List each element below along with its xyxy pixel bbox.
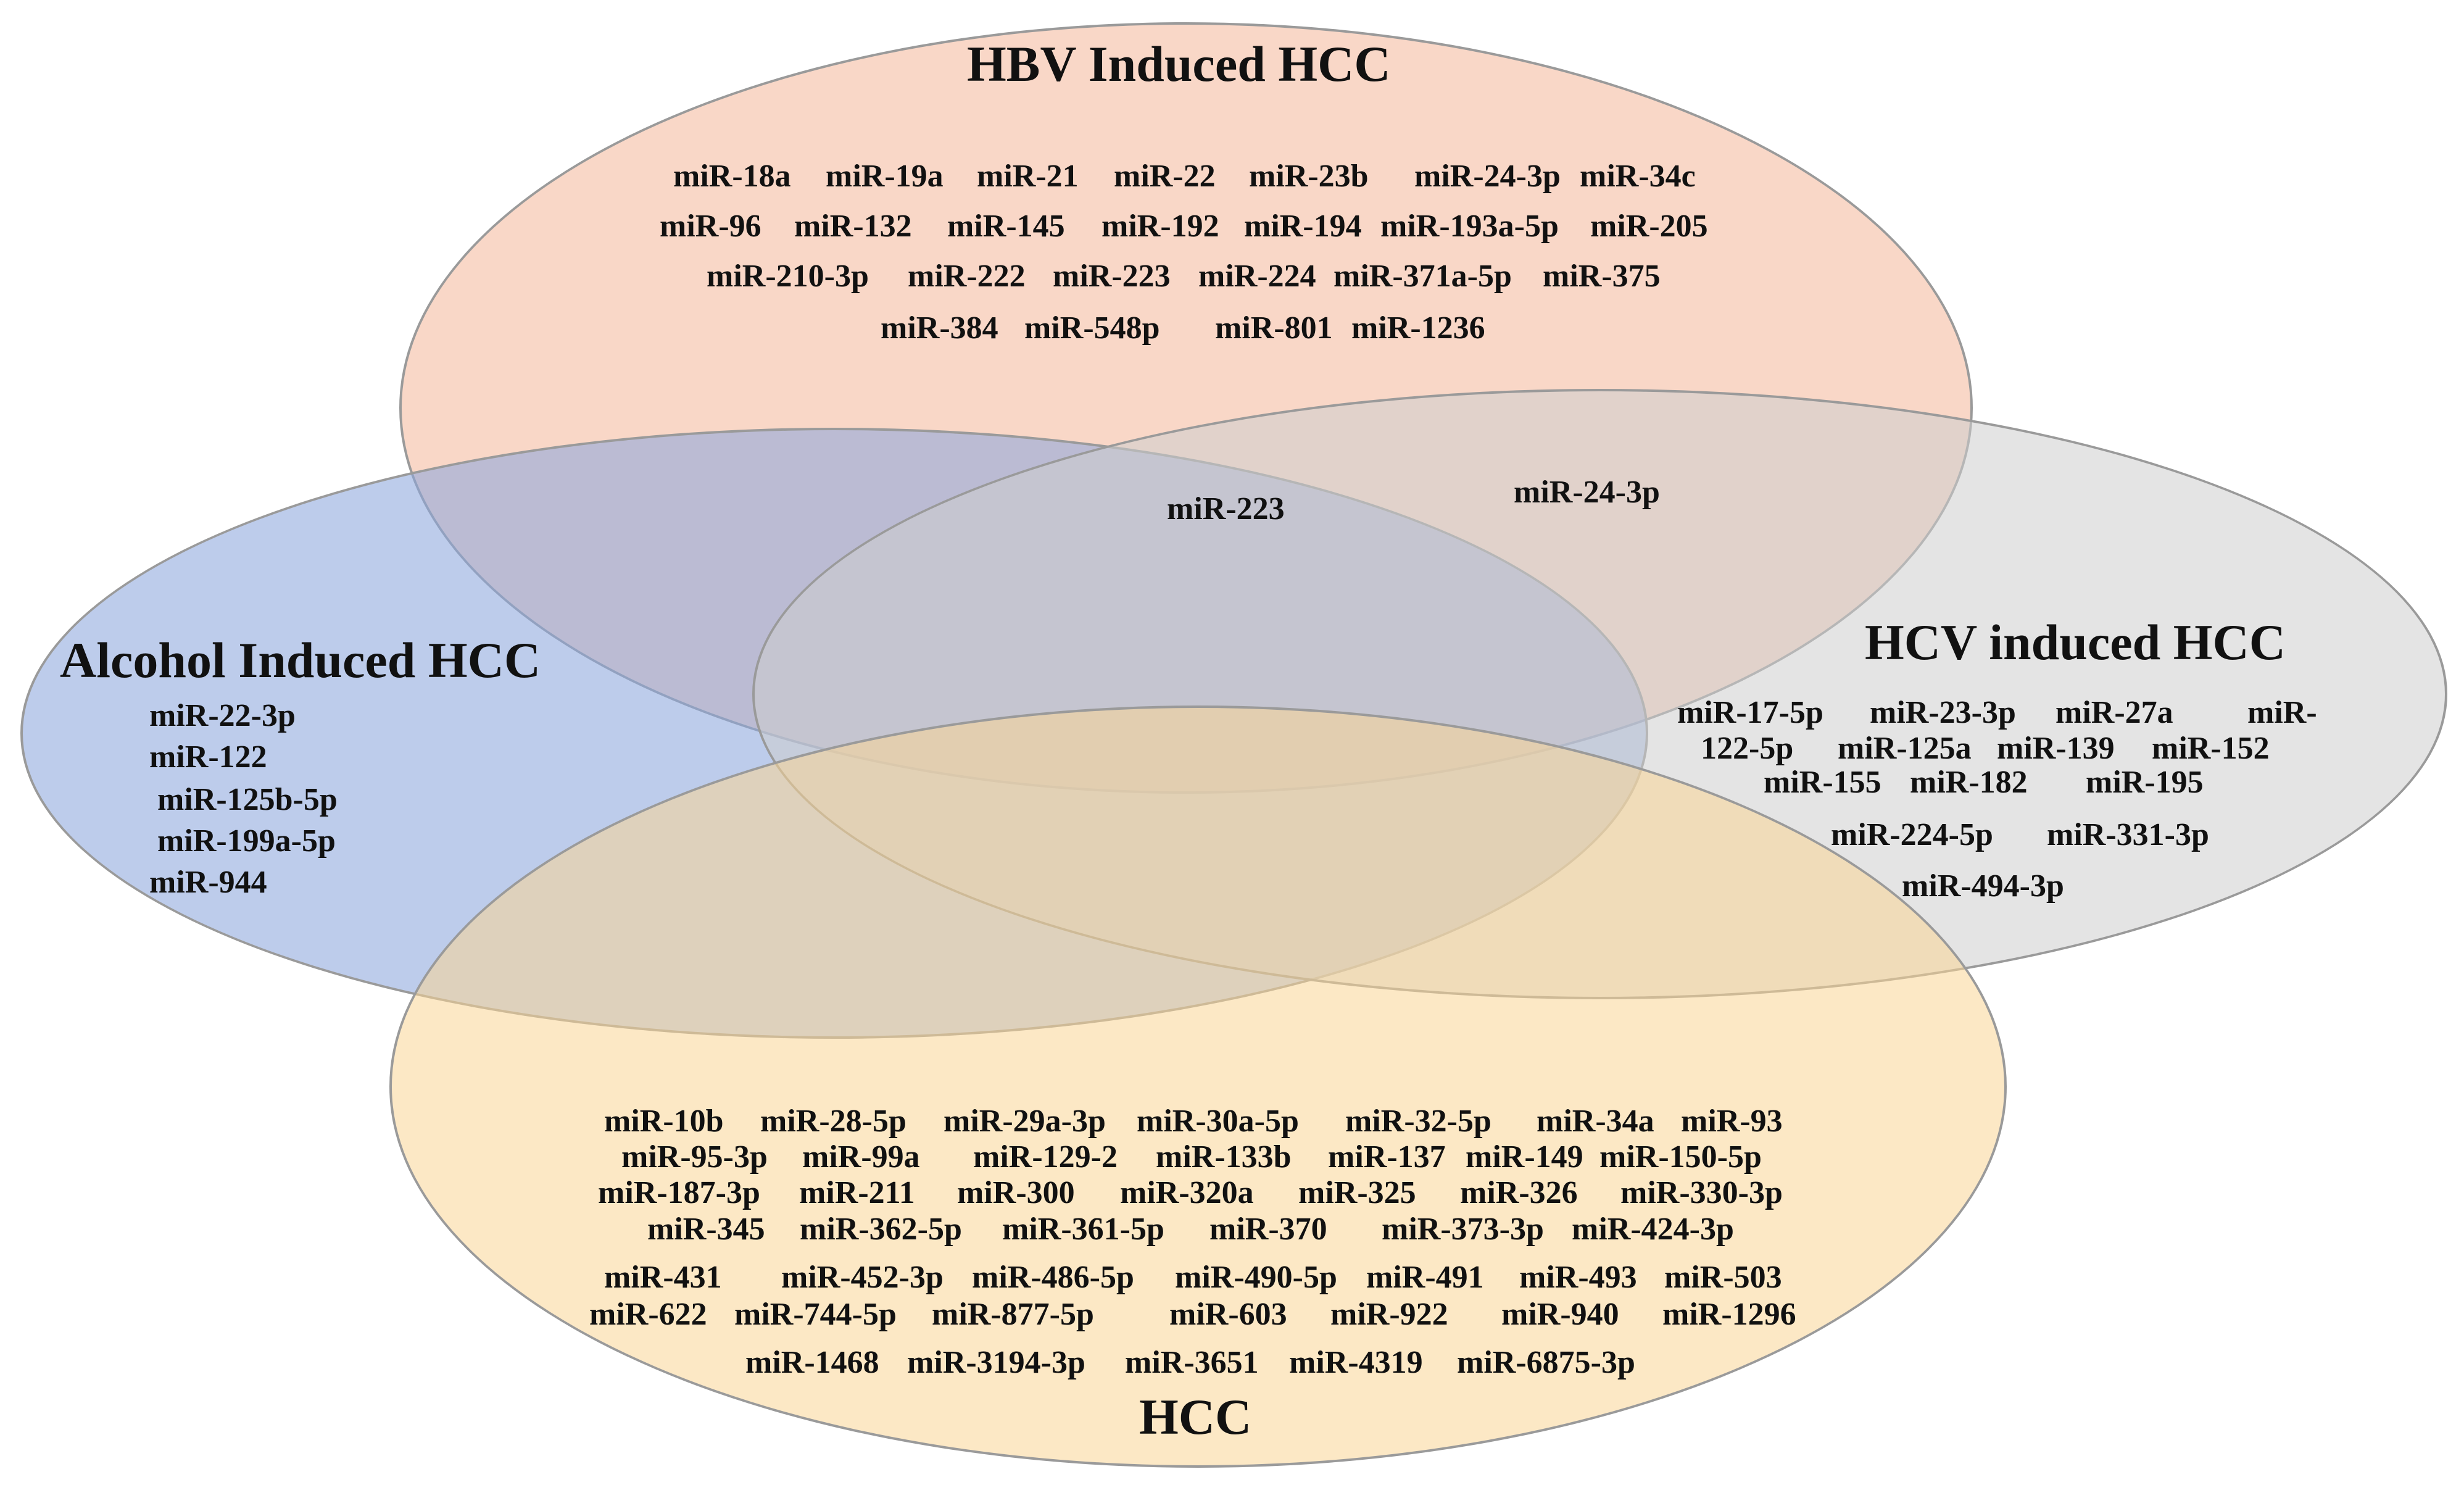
hcv-mirna-label: 122-5p: [1701, 731, 1794, 766]
hbv-mirna-label: miR-371a-5p: [1334, 259, 1512, 294]
alcohol-mirna-label: miR-22-3p: [149, 698, 296, 733]
hbv-mirna-label: miR-548p: [1024, 310, 1160, 346]
hcc-mirna-label: miR-1468: [745, 1345, 879, 1380]
hbv-mirna-label: miR-18a: [673, 159, 791, 194]
hcc-mirna-label: miR-93: [1681, 1104, 1783, 1139]
hcv-mirna-label: miR-331-3p: [2047, 817, 2209, 852]
hbv-mirna-label: miR-96: [660, 209, 761, 244]
hcc-mirna-label: miR-137: [1328, 1139, 1446, 1175]
hcc-mirna-label: miR-1296: [1662, 1297, 1796, 1332]
hcc-mirna-label: miR-362-5p: [800, 1212, 962, 1247]
hcc-mirna-label: miR-940: [1501, 1297, 1619, 1332]
hcc-mirna-label: miR-330-3p: [1620, 1175, 1783, 1210]
hcc-mirna-label: miR-320a: [1120, 1175, 1254, 1210]
hbv-mirna-label: miR-223: [1053, 259, 1171, 294]
hbv-mirna-label: miR-21: [977, 159, 1079, 194]
hcc-mirna-label: miR-452-3p: [781, 1260, 944, 1295]
hcv-mirna-label: miR-27a: [2055, 695, 2173, 730]
hcv-mirna-label: miR-: [2247, 695, 2317, 730]
alcohol-set-title: Alcohol Induced HCC: [60, 632, 541, 688]
alcohol-mirna-label: miR-199a-5p: [157, 823, 336, 859]
hbv-mirna-label: miR-375: [1543, 259, 1661, 294]
hcc-mirna-label: miR-622: [589, 1297, 707, 1332]
hcc-mirna-label: miR-133b: [1156, 1139, 1292, 1175]
hcc-mirna-label: miR-29a-3p: [944, 1104, 1106, 1139]
alcohol-mirna-label: miR-125b-5p: [157, 782, 338, 817]
hbv-mirna-label: miR-384: [881, 310, 998, 346]
hcc-mirna-label: miR-603: [1169, 1297, 1287, 1332]
hbv-mirna-label: miR-224: [1198, 259, 1316, 294]
hcc-mirna-label: miR-28-5p: [760, 1104, 906, 1139]
hcv-mirna-label: miR-195: [2086, 765, 2204, 800]
hcc-mirna-label: miR-373-3p: [1382, 1212, 1544, 1247]
hcc-mirna-label: miR-10b: [604, 1104, 724, 1139]
hbv-mirna-label: miR-24-3p: [1414, 159, 1561, 194]
alcohol-mirna-label: miR-122: [149, 739, 267, 775]
hcc-mirna-label: miR-345: [647, 1212, 765, 1247]
hcc-mirna-label: miR-424-3p: [1572, 1212, 1734, 1247]
hcc-set-title: HCC: [1139, 1389, 1252, 1445]
hcv-mirna-label: miR-139: [1997, 731, 2115, 766]
hcc-mirna-label: miR-3194-3p: [907, 1345, 1085, 1380]
hcc-mirna-label: miR-129-2: [973, 1139, 1118, 1175]
hcv-set-title: HCV induced HCC: [1865, 614, 2286, 670]
hbv-mirna-label: miR-19a: [826, 159, 944, 194]
hcv-mirna-label: miR-17-5p: [1677, 695, 1823, 730]
hbv-set-title: HBV Induced HCC: [967, 36, 1391, 92]
hcc-mirna-label: miR-149: [1466, 1139, 1583, 1175]
hbv-mirna-label: miR-193a-5p: [1380, 209, 1559, 244]
hcv-mirna-label: miR-494-3p: [1902, 868, 2064, 904]
hcc-mirna-label: miR-3651: [1125, 1345, 1259, 1380]
hcc-mirna-label: miR-32-5p: [1345, 1104, 1491, 1139]
hcc-mirna-label: miR-325: [1298, 1175, 1416, 1210]
hcc-set-ellipse: [389, 705, 2007, 1468]
hcc-mirna-label: miR-370: [1209, 1212, 1327, 1247]
hcv-mirna-label: miR-224-5p: [1831, 817, 1993, 852]
hcv-mirna-label: miR-152: [2152, 731, 2270, 766]
hcc-mirna-label: miR-361-5p: [1002, 1212, 1164, 1247]
hcv-mirna-label: miR-182: [1910, 765, 2028, 800]
hbv-mirna-label: miR-192: [1101, 209, 1219, 244]
hbv-mirna-label: miR-132: [794, 209, 912, 244]
hcc-mirna-label: miR-187-3p: [598, 1175, 760, 1210]
overlap-mirna-label: miR-24-3p: [1514, 475, 1660, 510]
hcc-mirna-label: miR-300: [957, 1175, 1075, 1210]
hcc-mirna-label: miR-99a: [802, 1139, 920, 1175]
hcc-mirna-label: miR-4319: [1289, 1345, 1423, 1380]
hcv-mirna-label: miR-23-3p: [1870, 695, 2016, 730]
hbv-mirna-label: miR-205: [1590, 209, 1708, 244]
hcc-mirna-label: miR-486-5p: [972, 1260, 1134, 1295]
hcc-mirna-label: miR-493: [1519, 1260, 1637, 1295]
hbv-mirna-label: miR-1236: [1351, 310, 1485, 346]
hcc-mirna-label: miR-211: [799, 1175, 915, 1210]
hcc-mirna-label: miR-95-3p: [621, 1139, 768, 1175]
alcohol-mirna-label: miR-944: [149, 865, 267, 900]
hcv-mirna-label: miR-125a: [1838, 731, 1972, 766]
hbv-mirna-label: miR-145: [947, 209, 1065, 244]
hcc-mirna-label: miR-150-5p: [1599, 1139, 1762, 1175]
hbv-mirna-label: miR-194: [1244, 209, 1362, 244]
hcc-mirna-label: miR-491: [1366, 1260, 1484, 1295]
hbv-mirna-label: miR-210-3p: [707, 259, 869, 294]
hcc-mirna-label: miR-431: [604, 1260, 722, 1295]
hcc-mirna-label: miR-30a-5p: [1137, 1104, 1299, 1139]
hcc-mirna-label: miR-6875-3p: [1457, 1345, 1635, 1380]
hcc-mirna-label: miR-744-5p: [734, 1297, 897, 1332]
hcc-mirna-label: miR-34a: [1537, 1104, 1654, 1139]
hcc-mirna-label: miR-503: [1664, 1260, 1782, 1295]
hbv-mirna-label: miR-22: [1114, 159, 1216, 194]
hcv-mirna-label: miR-155: [1764, 765, 1881, 800]
hbv-mirna-label: miR-801: [1215, 310, 1333, 346]
overlap-mirna-label: miR-223: [1167, 491, 1285, 526]
hbv-mirna-label: miR-222: [908, 259, 1026, 294]
hcc-mirna-label: miR-326: [1460, 1175, 1578, 1210]
hbv-mirna-label: miR-23b: [1249, 159, 1369, 194]
hcc-mirna-label: miR-877-5p: [932, 1297, 1094, 1332]
hcc-mirna-label: miR-490-5p: [1175, 1260, 1337, 1295]
hcc-mirna-label: miR-922: [1330, 1297, 1448, 1332]
hbv-mirna-label: miR-34c: [1580, 159, 1696, 194]
